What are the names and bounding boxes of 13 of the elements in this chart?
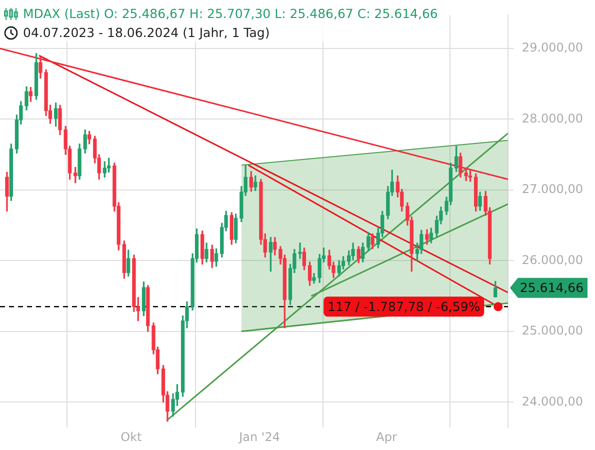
annotation: 117 / -1.787,78 / -6,59%	[328, 298, 480, 314]
chart-title: MDAX (Last) O: 25.486,67 H: 25.707,30 L: 25.486,67 C: 25.614,66	[23, 5, 438, 23]
y-tick-label: 24.000,00	[522, 394, 584, 408]
text: 04.07.2023 - 18.06.2024 (1 Jahr, 1 Tag)	[23, 24, 270, 42]
x-tick-label: Okt	[120, 430, 142, 444]
y-tick-label: 26.000,00	[522, 252, 584, 267]
x-tick-label: Apr	[376, 430, 397, 444]
y-tick-label: 28.000,00	[522, 111, 584, 126]
y-tick-label: 29.000,00	[522, 40, 584, 55]
x-tick-label: Jan '24	[238, 430, 280, 444]
y-tick-label: 27.000,00	[522, 182, 584, 196]
y-tick-label: 25.000,00	[522, 324, 584, 338]
annotation: 25.614,66	[520, 280, 584, 296]
